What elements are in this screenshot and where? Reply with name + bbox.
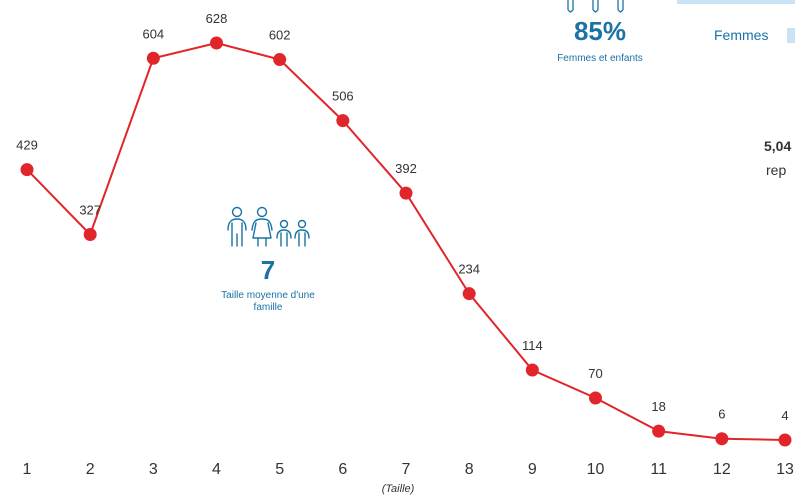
data-point (778, 433, 792, 447)
women-children-value: 85% (573, 16, 627, 46)
data-point (525, 363, 539, 377)
x-tick-label: 12 (713, 461, 731, 478)
x-tick-label: 5 (275, 461, 284, 478)
data-label: 392 (395, 161, 417, 176)
data-point (83, 228, 97, 242)
family-icon (227, 206, 310, 247)
x-tick-layer: 1 2 3 4 5 6 7 8 9 10 11 12 13 (23, 461, 794, 478)
data-point (715, 432, 729, 446)
series-line (26, 41, 786, 441)
x-tick-label: 3 (149, 461, 158, 478)
x-tick-label: 7 (402, 461, 411, 478)
partial-stat-caption: rep (766, 162, 787, 178)
partial-stat-value: 5,04 (764, 138, 792, 154)
x-tick-label: 8 (465, 461, 474, 478)
data-point (273, 53, 287, 67)
data-label: 604 (142, 26, 164, 41)
women-children-icon (567, 0, 624, 13)
top-bar-fragment (677, 0, 795, 4)
data-point (652, 424, 666, 438)
data-point (146, 51, 160, 65)
data-point (20, 163, 34, 177)
legend-women-label: Femmes (714, 27, 769, 43)
data-label: 114 (522, 338, 543, 353)
data-label: 70 (588, 366, 602, 381)
data-point (589, 391, 602, 405)
x-axis-label: (Taille) (382, 483, 415, 495)
legend-women-swatch (787, 28, 795, 43)
data-label: 628 (206, 11, 228, 26)
x-tick-label: 1 (23, 461, 32, 478)
x-tick-label: 11 (650, 461, 667, 478)
data-label: 6 (718, 407, 725, 422)
data-label: 602 (269, 28, 291, 43)
women-children-caption: Femmes et enfants (557, 53, 643, 64)
data-label-layer: 429 327 604 628 602 506 392 234 114 70 18 6 4 (16, 11, 788, 423)
data-label: 234 (458, 262, 480, 277)
x-tick-label: 13 (776, 461, 794, 478)
family-size-caption: Taille moyenne d'une famille (221, 290, 315, 313)
x-tick-label: 2 (86, 461, 95, 478)
data-point (336, 114, 350, 128)
data-point (462, 287, 476, 301)
family-size-value: 7 (260, 255, 276, 285)
data-label: 18 (651, 399, 665, 414)
series-layer (20, 36, 792, 447)
data-point (399, 186, 413, 200)
data-label: 4 (781, 408, 788, 423)
x-tick-label: 10 (587, 461, 605, 478)
x-tick-label: 4 (212, 461, 221, 478)
x-tick-label: 9 (528, 461, 537, 478)
data-label: 429 (16, 138, 38, 153)
x-tick-label: 6 (338, 461, 347, 478)
data-point (210, 36, 223, 50)
data-label: 506 (332, 89, 354, 104)
data-label: 327 (79, 203, 101, 218)
